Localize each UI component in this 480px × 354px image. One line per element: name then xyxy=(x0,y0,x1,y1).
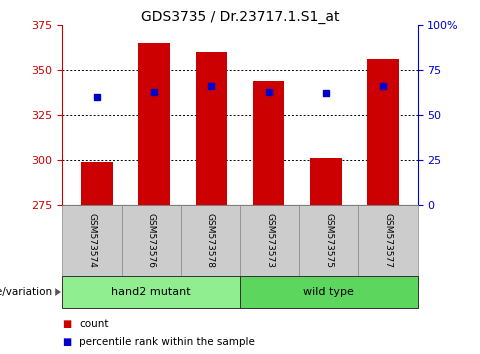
Text: GSM573574: GSM573574 xyxy=(87,213,96,268)
Text: GSM573576: GSM573576 xyxy=(147,213,156,268)
Text: count: count xyxy=(79,319,108,329)
Bar xyxy=(138,43,170,205)
Text: ■: ■ xyxy=(62,337,72,347)
Text: ■: ■ xyxy=(62,319,72,329)
Bar xyxy=(368,59,399,205)
Text: hand2 mutant: hand2 mutant xyxy=(111,287,191,297)
Bar xyxy=(253,81,285,205)
Bar xyxy=(81,162,112,205)
Text: percentile rank within the sample: percentile rank within the sample xyxy=(79,337,255,347)
Text: GSM573577: GSM573577 xyxy=(384,213,393,268)
Text: GSM573575: GSM573575 xyxy=(324,213,333,268)
Text: wild type: wild type xyxy=(303,287,354,297)
Bar xyxy=(196,52,227,205)
Title: GDS3735 / Dr.23717.1.S1_at: GDS3735 / Dr.23717.1.S1_at xyxy=(141,10,339,24)
Text: GSM573573: GSM573573 xyxy=(265,213,274,268)
Bar xyxy=(310,158,342,205)
Text: GSM573578: GSM573578 xyxy=(206,213,215,268)
Text: genotype/variation: genotype/variation xyxy=(0,287,53,297)
